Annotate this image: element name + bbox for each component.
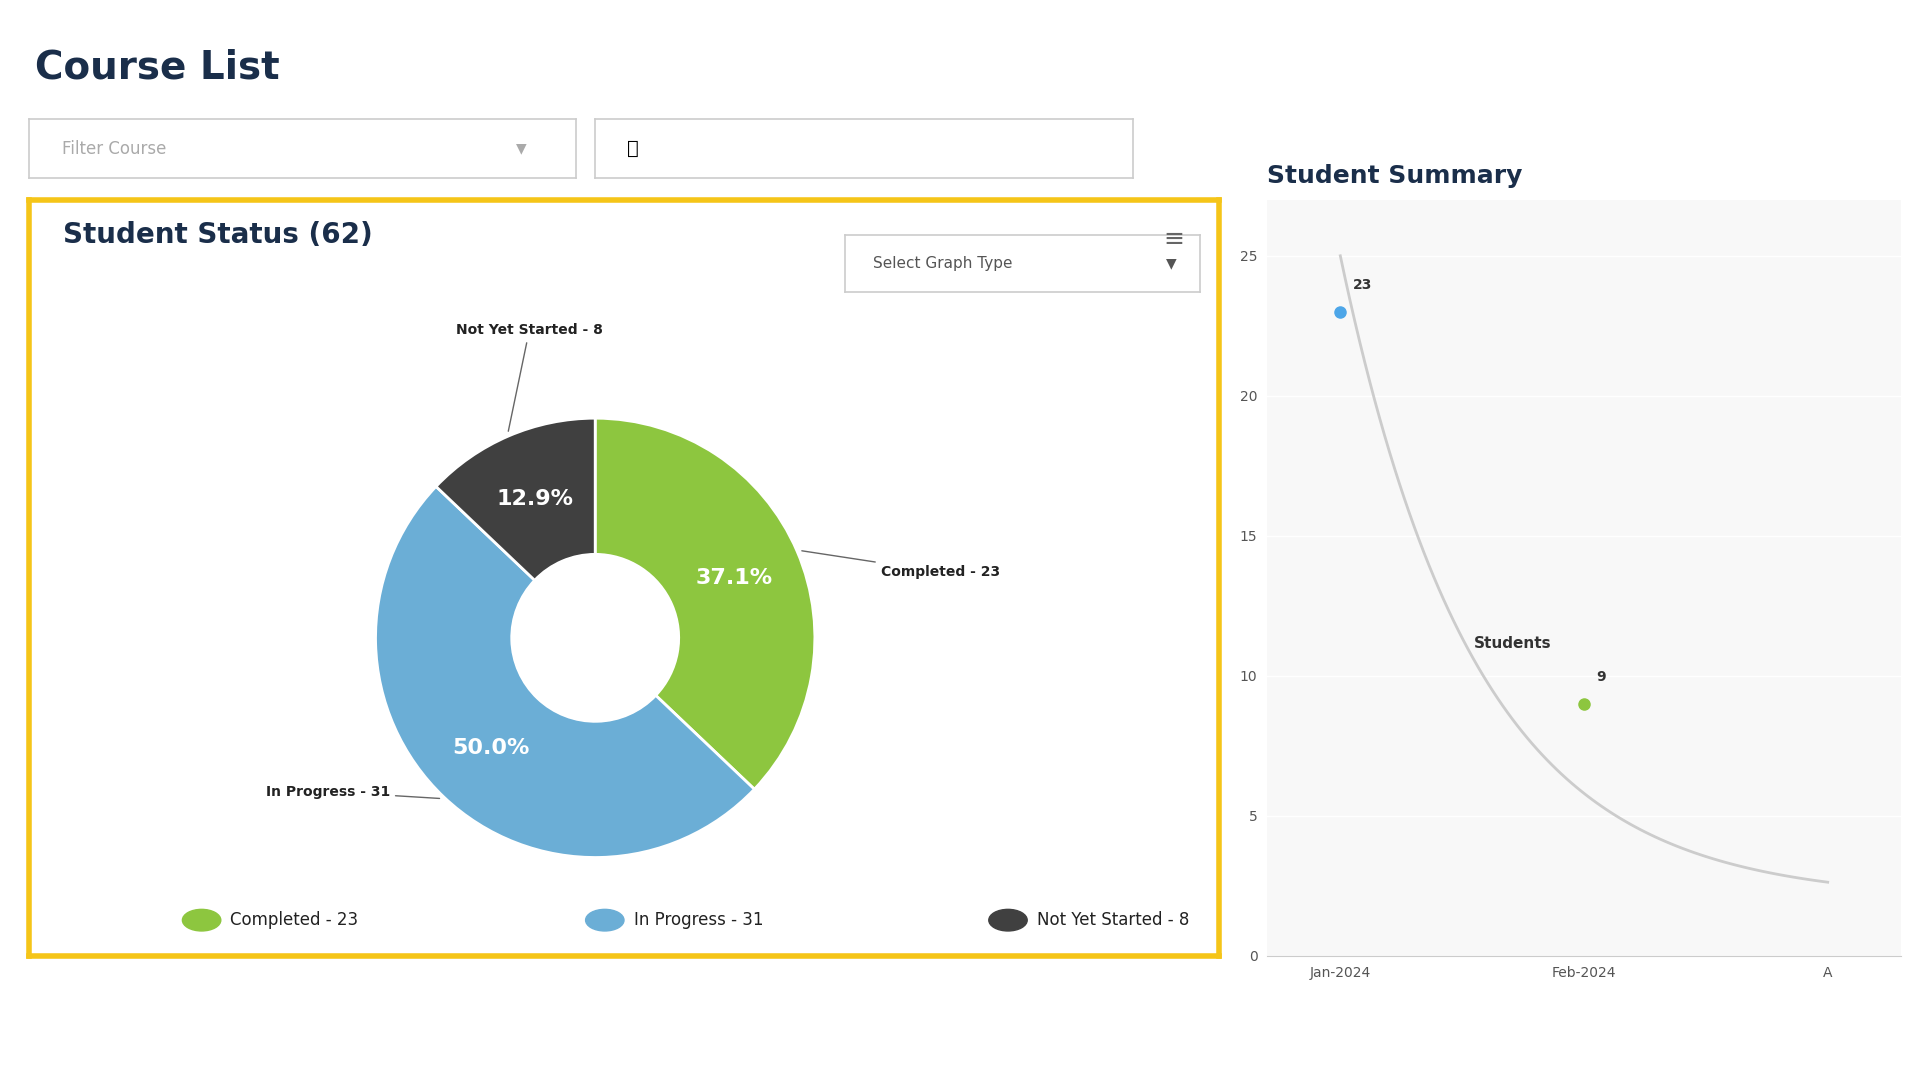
Circle shape [513, 554, 678, 721]
Text: ▼: ▼ [1165, 257, 1177, 270]
Text: Course List: Course List [35, 49, 278, 86]
Text: Students: Students [1475, 636, 1551, 651]
Text: 23: 23 [1352, 279, 1373, 293]
Text: ▼: ▼ [516, 141, 526, 156]
Text: Completed - 23: Completed - 23 [803, 551, 1000, 579]
Text: 12.9%: 12.9% [497, 488, 574, 509]
Text: Not Yet Started - 8: Not Yet Started - 8 [455, 323, 603, 431]
Text: Not Yet Started - 8: Not Yet Started - 8 [1037, 912, 1188, 929]
Wedge shape [595, 418, 814, 789]
Text: 📅: 📅 [628, 139, 639, 158]
Text: Student Summary: Student Summary [1267, 164, 1523, 188]
Text: In Progress - 31: In Progress - 31 [265, 784, 440, 798]
Text: In Progress - 31: In Progress - 31 [634, 912, 762, 929]
Text: Completed - 23: Completed - 23 [230, 912, 359, 929]
Text: ≡: ≡ [1164, 227, 1185, 251]
Text: 37.1%: 37.1% [695, 568, 774, 589]
Text: 50.0%: 50.0% [451, 738, 530, 758]
Text: Student Status (62): Student Status (62) [63, 221, 372, 249]
Text: 9: 9 [1596, 671, 1605, 685]
Text: Select Graph Type: Select Graph Type [874, 256, 1012, 271]
Wedge shape [376, 486, 755, 858]
Wedge shape [436, 418, 595, 580]
Text: Filter Course: Filter Course [61, 139, 165, 158]
